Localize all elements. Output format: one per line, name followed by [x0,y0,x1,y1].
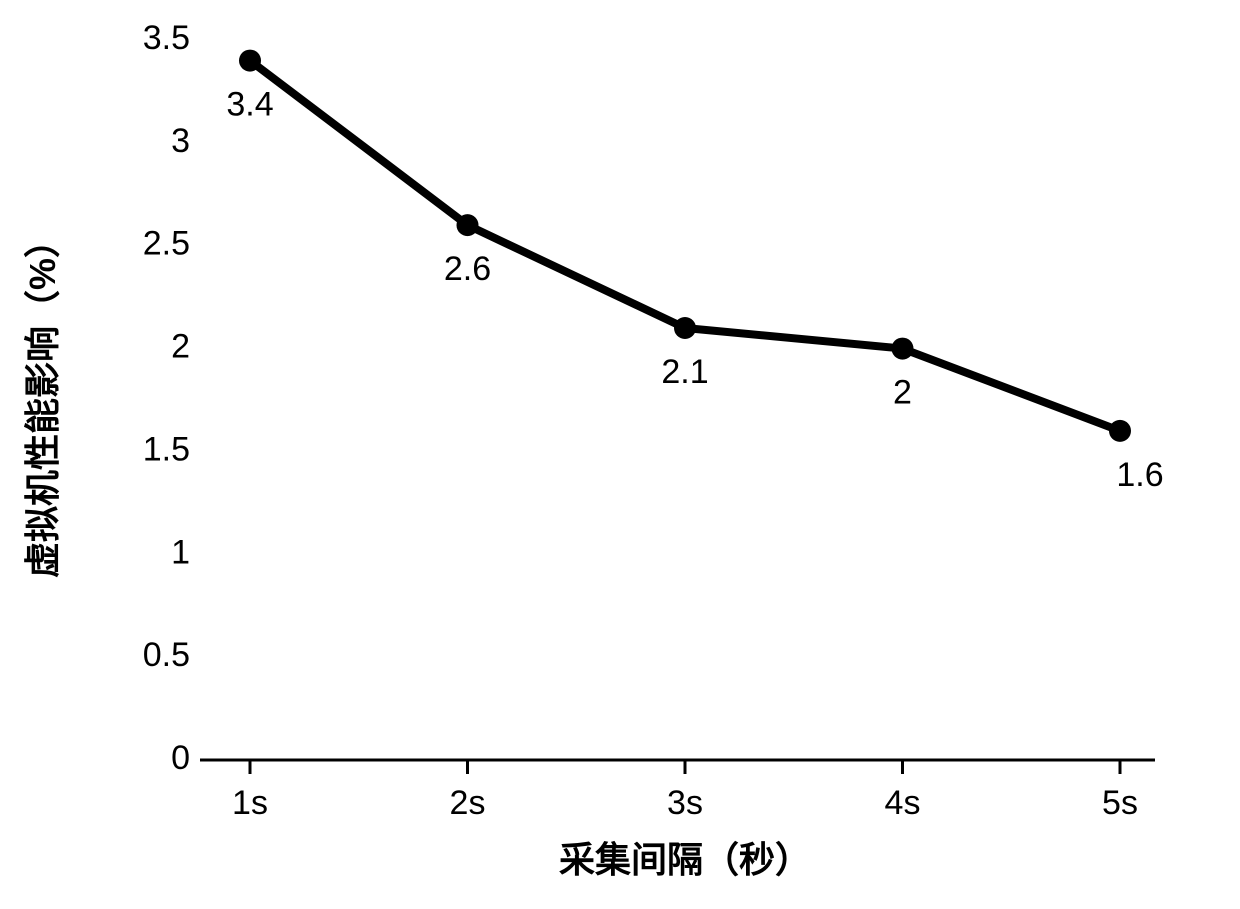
x-axis-label: 采集间隔（秒） [559,839,811,880]
y-tick-label: 1.5 [143,430,190,468]
data-point [674,317,696,339]
data-label: 2.6 [444,250,491,288]
y-tick-label: 1 [171,533,190,571]
data-label: 2 [893,374,912,412]
data-point [457,214,479,236]
x-tick-label: 5s [1102,784,1138,822]
y-tick-label: 2 [171,328,190,366]
y-tick-label: 3.5 [143,19,190,57]
data-label: 2.1 [661,353,708,391]
x-tick-label: 4s [885,784,921,822]
chart-svg: 0 0.5 1 1.5 2 2.5 3 3.5 1s 2s 3s 4s 5s 采集间隔（秒） 虚拟机性能影响… [0,0,1240,909]
data-label: 3.4 [226,86,273,124]
data-point [892,338,914,360]
y-tick-label: 2.5 [143,225,190,263]
x-tick-label: 3s [667,784,703,822]
line-chart: 0 0.5 1 1.5 2 2.5 3 3.5 1s 2s 3s 4s 5s 采集间隔（秒） 虚拟机性能影响… [0,0,1240,909]
y-axis-label: 虚拟机性能影响（%） [22,222,63,578]
y-tick-label: 3 [171,122,190,160]
data-point [239,50,261,72]
y-tick-label: 0 [171,739,190,777]
data-label: 1.6 [1116,456,1163,494]
x-tick-label: 2s [450,784,486,822]
data-point [1109,420,1131,442]
x-tick-label: 1s [232,784,268,822]
y-tick-label: 0.5 [143,636,190,674]
